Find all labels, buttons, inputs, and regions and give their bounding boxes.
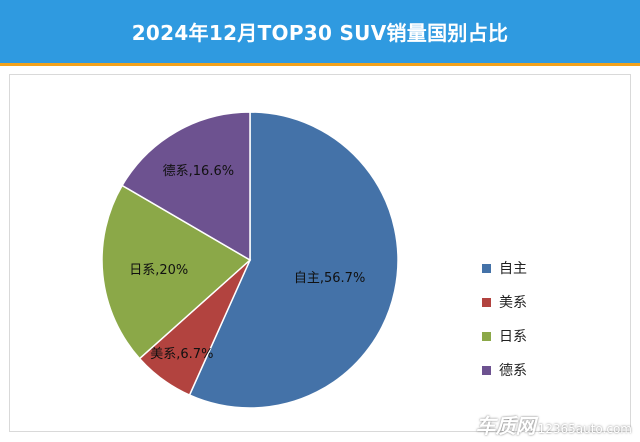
pie-chart: 自主,56.7% 美系,6.7% 日系,20% 德系,16.6% bbox=[101, 111, 399, 409]
legend-item-4: 德系 bbox=[482, 359, 527, 381]
data-label-1: 自主,56.7% bbox=[294, 271, 365, 286]
plot-area: 自主,56.7% 美系,6.7% 日系,20% 德系,16.6% 自主美系日系德系 bbox=[9, 74, 631, 432]
chart-title: 2024年12月TOP30 SUV销量国别占比 bbox=[131, 21, 509, 45]
legend-label: 自主 bbox=[499, 261, 527, 277]
legend-item-2: 美系 bbox=[482, 291, 527, 313]
pie-slice-3 bbox=[101, 184, 252, 360]
pie-slice-1 bbox=[188, 111, 399, 409]
legend-swatch bbox=[482, 365, 491, 375]
legend-label: 德系 bbox=[499, 363, 527, 379]
legend-swatch bbox=[482, 331, 491, 341]
title-bar: 2024年12月TOP30 SUV销量国别占比 bbox=[0, 0, 640, 66]
data-label-4: 德系,16.6% bbox=[163, 164, 234, 179]
legend-swatch bbox=[482, 297, 491, 307]
legend-swatch bbox=[482, 263, 491, 273]
legend-label: 日系 bbox=[499, 329, 527, 345]
legend: 自主 美系 日系 德系 bbox=[482, 257, 527, 393]
pie-slice-4 bbox=[121, 111, 251, 262]
legend-item-1: 自主 bbox=[482, 257, 527, 279]
watermark-brand: 车质网 bbox=[475, 414, 536, 438]
watermark: 车质网 12365auto.com bbox=[476, 410, 632, 439]
data-label-3: 日系,20% bbox=[129, 263, 188, 278]
data-label-2: 美系,6.7% bbox=[150, 347, 213, 362]
legend-item-3: 日系 bbox=[482, 325, 527, 347]
watermark-url: 12365auto.com bbox=[537, 422, 632, 436]
legend-label: 美系 bbox=[499, 295, 527, 311]
